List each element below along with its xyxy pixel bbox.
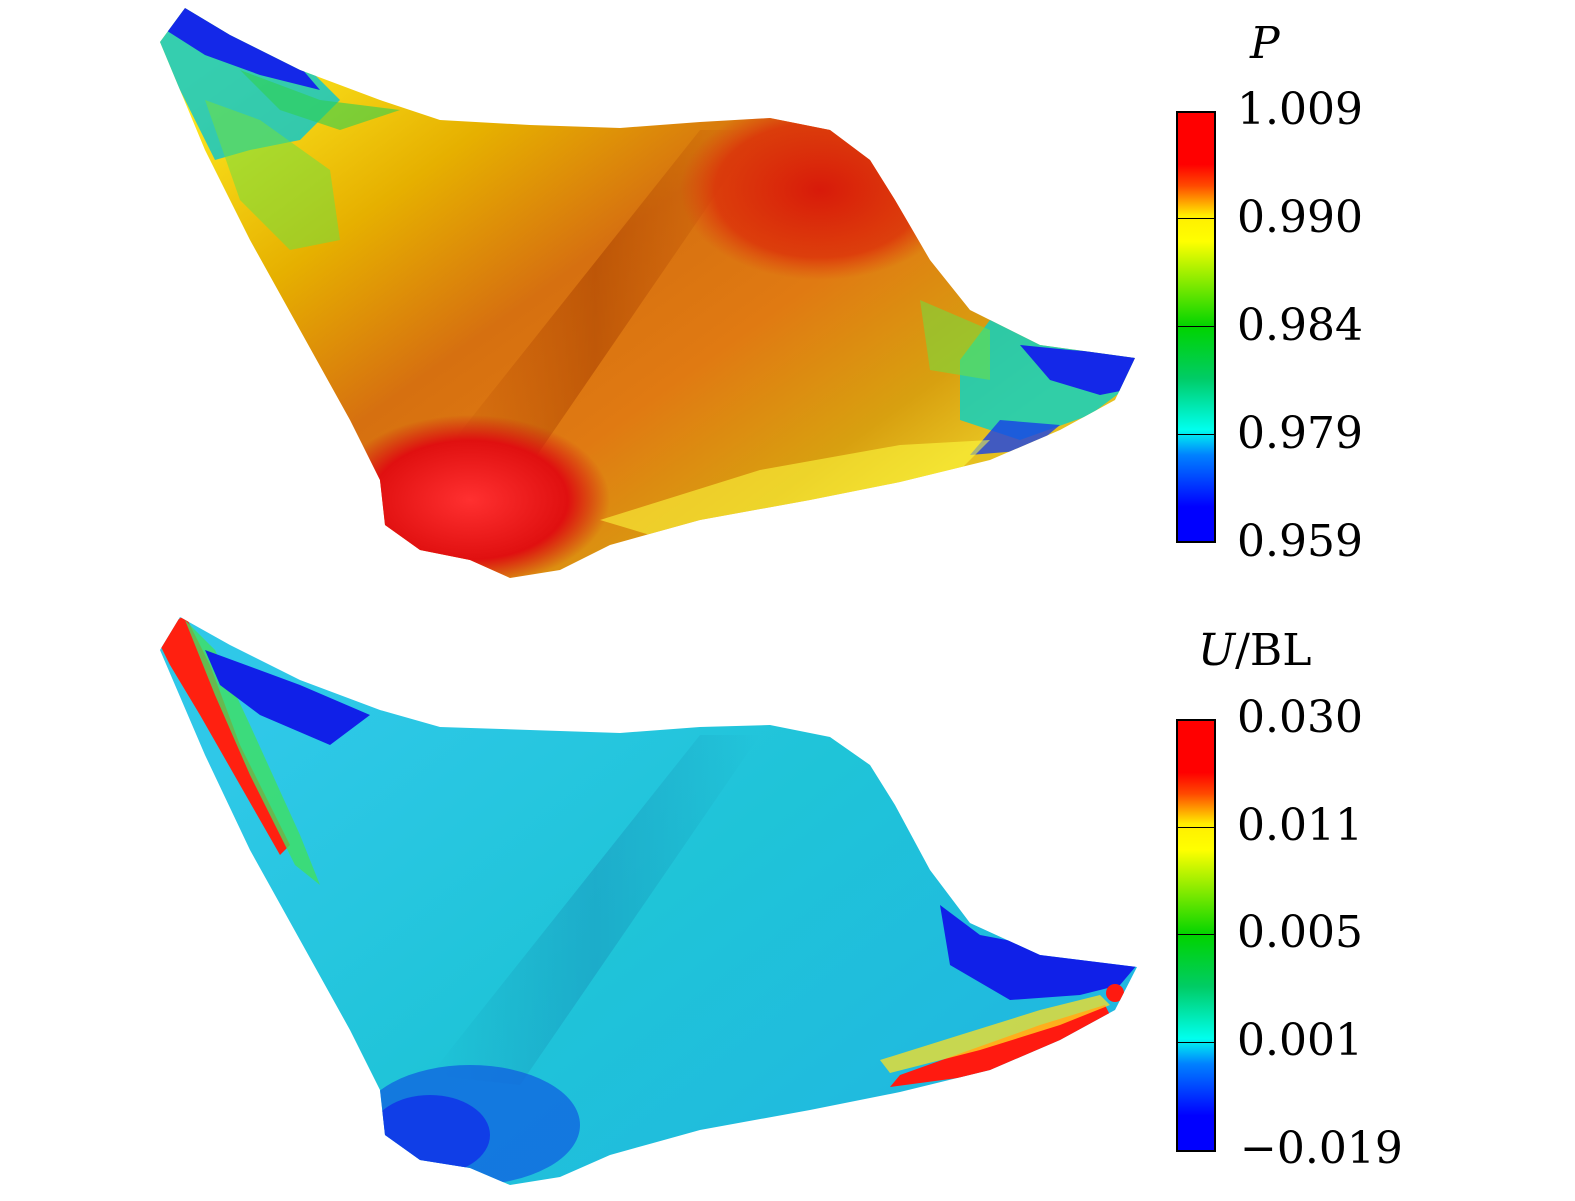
velocity-colorbar bbox=[1176, 719, 1216, 1152]
pressure-colorbar-tick bbox=[1176, 218, 1216, 219]
velocity-colorbar-label: −0.019 bbox=[1240, 1123, 1403, 1174]
velocity-colorbar-tick bbox=[1176, 827, 1216, 828]
pressure-colorbar-label: 1.009 bbox=[1237, 84, 1363, 135]
pressure-colorbar-title: P bbox=[1250, 18, 1280, 69]
pressure-title-symbol: P bbox=[1250, 18, 1280, 69]
velocity-colorbar-title: U/BL bbox=[1198, 625, 1311, 676]
velocity-colorbar-label: 0.030 bbox=[1237, 692, 1363, 743]
pressure-colorbar bbox=[1176, 111, 1216, 543]
velocity-panel: U/BL 0.030 0.011 0.005 0.001 −0.019 bbox=[0, 605, 1575, 1201]
velocity-title-symbol: U bbox=[1198, 625, 1236, 676]
pressure-colorbar-label: 0.979 bbox=[1237, 408, 1363, 459]
velocity-colorbar-label: 0.001 bbox=[1237, 1015, 1363, 1066]
pressure-colorbar-label: 0.990 bbox=[1237, 192, 1363, 243]
velocity-colorbar-tick bbox=[1176, 1042, 1216, 1043]
pressure-colorbar-label: 0.959 bbox=[1237, 516, 1363, 567]
pressure-colorbar-tick bbox=[1176, 434, 1216, 435]
velocity-colorbar-tick bbox=[1176, 934, 1216, 935]
pressure-surface-plot bbox=[160, 8, 1135, 578]
velocity-colorbar-label: 0.005 bbox=[1237, 907, 1363, 958]
velocity-title-suffix: /BL bbox=[1235, 625, 1312, 676]
pressure-colorbar-label: 0.984 bbox=[1237, 300, 1363, 351]
velocity-surface-plot bbox=[160, 617, 1137, 1185]
velocity-colorbar-label: 0.011 bbox=[1237, 800, 1363, 851]
pressure-colorbar-tick bbox=[1176, 326, 1216, 327]
pressure-panel: P 1.009 0.990 0.984 0.979 0.959 bbox=[0, 0, 1575, 600]
